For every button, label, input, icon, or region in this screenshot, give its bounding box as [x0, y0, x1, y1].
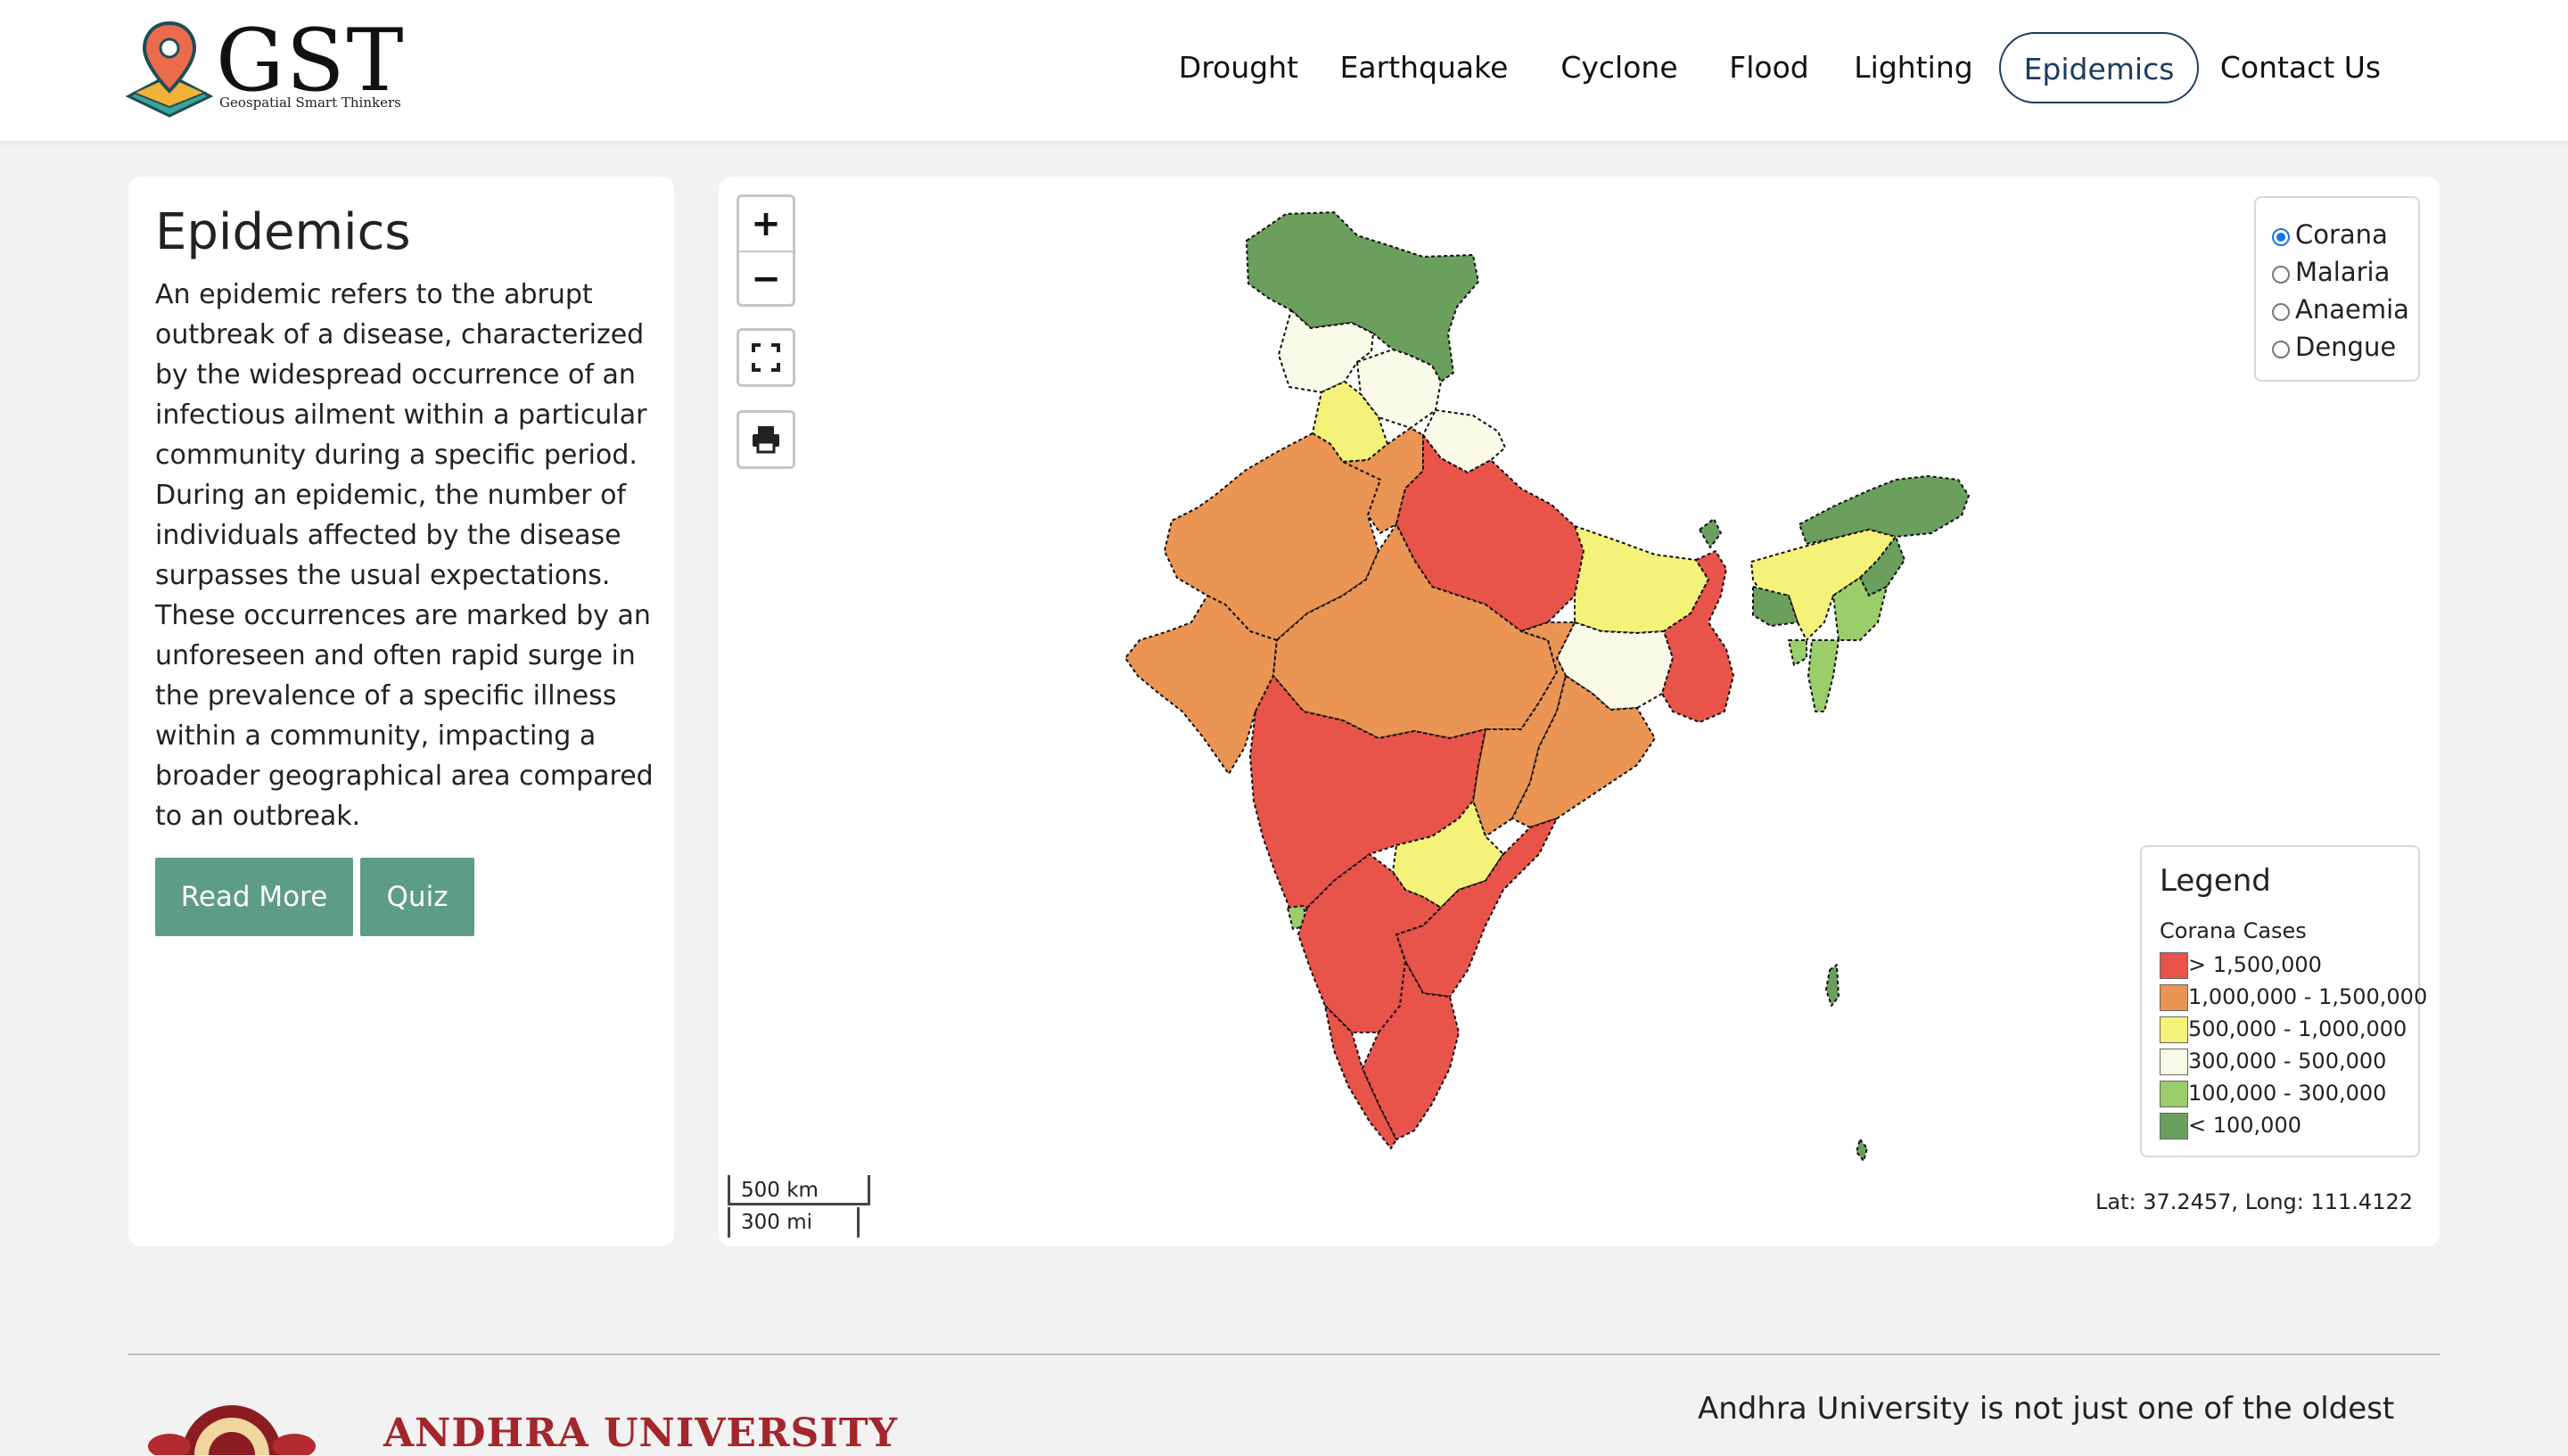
region-odisha: [1511, 675, 1656, 828]
info-panel: Epidemics An epidemic refers to the abru…: [128, 177, 674, 1246]
layer-option-anaemia[interactable]: Anaemia: [2256, 291, 2418, 328]
india-map[interactable]: [719, 177, 2440, 1246]
nav-drought[interactable]: Drought: [1178, 50, 1299, 85]
region-telangana: [1392, 800, 1504, 909]
region-uttar-pradesh: [1395, 434, 1584, 632]
legend-swatch: [2160, 1016, 2188, 1043]
layer-option-dengue[interactable]: Dengue: [2256, 328, 2418, 366]
legend-swatch: [2160, 952, 2188, 979]
layer-label: Dengue: [2295, 332, 2397, 362]
panel-title: Epidemics: [155, 203, 411, 261]
legend-label: < 100,000: [2188, 1113, 2301, 1138]
region-manipur: [1832, 577, 1888, 641]
radio-icon[interactable]: [2272, 266, 2290, 284]
fullscreen-icon: [752, 343, 780, 372]
region-kerala: [1324, 1005, 1397, 1149]
region-west-bengal: [1661, 550, 1734, 723]
printer-icon: [753, 426, 779, 454]
nav-flood[interactable]: Flood: [1729, 50, 1809, 85]
nav-lighting[interactable]: Lighting: [1854, 50, 1973, 85]
panel-description: An epidemic refers to the abrupt outbrea…: [155, 279, 654, 832]
region-assam: [1750, 529, 1897, 641]
university-name: ANDHRA UNIVERSITY: [383, 1411, 899, 1456]
nav-cyclone[interactable]: Cyclone: [1560, 50, 1678, 85]
quiz-button[interactable]: Quiz: [360, 858, 474, 936]
footer-divider: [128, 1353, 2440, 1355]
region-mizoram: [1807, 639, 1840, 712]
cursor-coordinates: Lat: 37.2457, Long: 111.4122: [2095, 1189, 2413, 1214]
site-header: GST Geospatial Smart Thinkers Drought Ea…: [0, 0, 2568, 141]
legend-label: 300,000 - 500,000: [2188, 1049, 2387, 1073]
radio-icon[interactable]: [2272, 303, 2290, 321]
region-sikkim: [1699, 518, 1722, 548]
region-tripura: [1788, 639, 1807, 666]
region-haryana: [1342, 427, 1424, 534]
region-jharkhand: [1556, 621, 1674, 711]
legend-label: 500,000 - 1,000,000: [2188, 1016, 2408, 1041]
layer-label: Corana: [2295, 219, 2388, 250]
map-legend: Legend Corana Cases > 1,500,000 1,000,00…: [2140, 845, 2427, 1157]
legend-subtitle: Corana Cases: [2160, 918, 2307, 943]
region-gujarat: [1124, 595, 1278, 775]
brand-logo[interactable]: GST Geospatial Smart Thinkers: [125, 16, 410, 118]
read-more-button[interactable]: Read More: [155, 858, 353, 936]
region-meghalaya: [1752, 586, 1798, 627]
legend-label: > 1,500,000: [2188, 952, 2322, 977]
layer-selector: Corana Malaria Anaemia Dengue: [2254, 196, 2420, 382]
layer-option-malaria[interactable]: Malaria: [2256, 253, 2418, 291]
map-pin-icon: [125, 21, 214, 118]
nav-contact-us[interactable]: Contact Us: [2219, 50, 2382, 85]
brand-tagline: Geospatial Smart Thinkers: [219, 95, 401, 111]
legend-row: 300,000 - 500,000: [2160, 1045, 2386, 1077]
zoom-out-button[interactable]: −: [751, 259, 781, 300]
print-button[interactable]: [737, 410, 795, 469]
legend-title: Legend: [2160, 863, 2271, 899]
region-uttarakhand: [1422, 409, 1506, 473]
nav-epidemics[interactable]: Epidemics: [1999, 32, 2199, 103]
legend-row: 500,000 - 1,000,000: [2160, 1013, 2407, 1045]
layer-option-corana[interactable]: Corana: [2256, 216, 2418, 253]
map-scale: 500 km 300 mi: [728, 1175, 879, 1238]
legend-row: 1,000,000 - 1,500,000: [2160, 981, 2427, 1013]
legend-row: < 100,000: [2160, 1109, 2301, 1141]
legend-swatch: [2160, 1049, 2188, 1075]
region-madhya-pradesh: [1272, 523, 1558, 739]
zoom-control: + −: [737, 194, 795, 307]
legend-swatch: [2160, 984, 2188, 1011]
legend-row: 100,000 - 300,000: [2160, 1077, 2386, 1109]
legend-swatch: [2160, 1113, 2188, 1139]
brand-name: GST: [216, 11, 406, 111]
legend-swatch: [2160, 1081, 2188, 1107]
scale-km: 500 km: [728, 1175, 870, 1205]
region-nicobar: [1856, 1139, 1868, 1162]
radio-icon[interactable]: [2272, 341, 2290, 358]
legend-label: 1,000,000 - 1,500,000: [2188, 984, 2428, 1009]
layer-label: Malaria: [2295, 257, 2391, 287]
region-andaman: [1825, 964, 1840, 1007]
scale-mi: 300 mi: [728, 1207, 860, 1238]
region-karnataka: [1297, 853, 1442, 1033]
layer-label: Anaemia: [2295, 294, 2409, 325]
radio-icon[interactable]: [2272, 228, 2290, 246]
legend-row: > 1,500,000: [2160, 949, 2322, 981]
fullscreen-button[interactable]: [737, 328, 795, 387]
main-nav: Drought Earthquake Cyclone Flood Lightin…: [1177, 32, 2568, 103]
nav-earthquake[interactable]: Earthquake: [1339, 50, 1509, 85]
region-tamil-nadu: [1362, 960, 1460, 1140]
region-chhattisgarh: [1472, 621, 1576, 837]
zoom-in-button[interactable]: +: [751, 203, 781, 244]
map-panel[interactable]: + − Corana Malaria Anaemia Dengue Legend…: [719, 177, 2440, 1246]
footer-blurb: Andhra University is not just one of the…: [1698, 1391, 2395, 1427]
region-punjab: [1312, 381, 1388, 463]
legend-label: 100,000 - 300,000: [2188, 1081, 2387, 1106]
